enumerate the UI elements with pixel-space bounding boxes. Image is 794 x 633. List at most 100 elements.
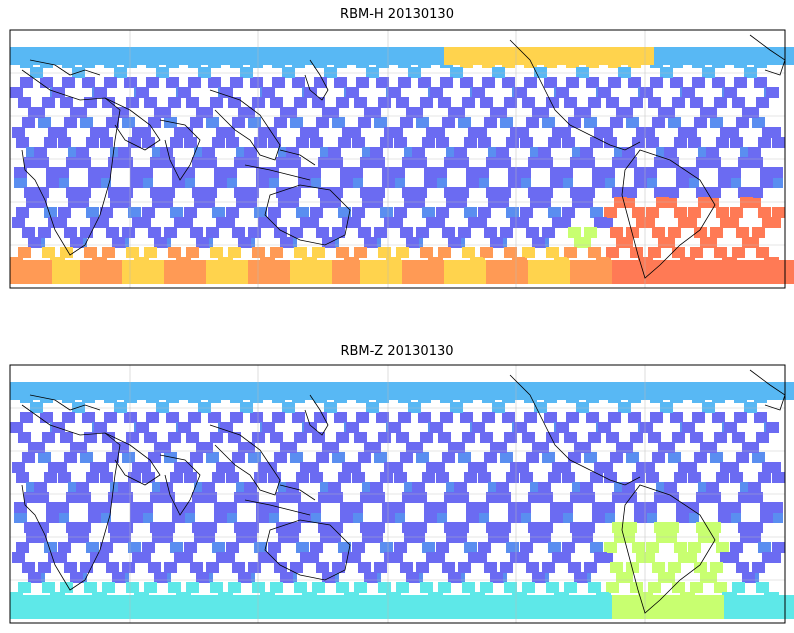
track-segment <box>270 97 283 108</box>
track-band-bottom <box>332 595 346 619</box>
track-segment <box>422 542 435 553</box>
track-segment <box>478 137 491 148</box>
track-segment <box>210 432 223 443</box>
track-segment <box>106 452 119 463</box>
track-segment <box>42 97 55 108</box>
track-segment <box>142 207 155 218</box>
track-segment <box>270 247 283 258</box>
track-segment <box>242 442 255 453</box>
track-segment <box>100 472 113 483</box>
track-segment <box>716 207 729 218</box>
track-segment <box>716 137 729 148</box>
track-segment <box>460 412 473 423</box>
track-band-bottom <box>374 595 388 619</box>
track-segment <box>572 482 585 493</box>
track-segment <box>622 197 635 208</box>
track-band-top <box>374 382 388 400</box>
track-segment <box>436 472 449 483</box>
track-segment <box>686 502 699 513</box>
track-segment <box>574 572 587 583</box>
track-segment <box>488 482 501 493</box>
track-segment <box>58 472 71 483</box>
track-segment <box>766 87 779 98</box>
track-segment <box>590 207 603 218</box>
track-segment <box>410 107 423 118</box>
track-band-top <box>780 47 794 65</box>
track-segment <box>710 227 723 238</box>
track-band-top <box>766 47 780 65</box>
track-band-top <box>682 47 696 65</box>
track-segment <box>674 207 687 218</box>
track-segment <box>162 157 175 168</box>
map-panel-top <box>9 29 794 289</box>
track-band-top <box>388 47 402 65</box>
track-segment <box>652 117 665 128</box>
track-band-bottom <box>570 595 584 619</box>
track-band-top <box>220 47 234 65</box>
track-band-bottom <box>262 595 276 619</box>
track-band-bottom <box>472 260 486 284</box>
track-band-bottom <box>94 595 108 619</box>
track-band-bottom <box>346 595 360 619</box>
track-segment <box>16 207 29 218</box>
track-segment <box>226 137 239 148</box>
track-segment <box>478 207 491 218</box>
track-segment <box>20 412 33 423</box>
track-band-top <box>430 382 444 400</box>
track-segment <box>516 127 529 138</box>
track-segment <box>380 472 393 483</box>
track-segment <box>120 157 133 168</box>
track-segment <box>690 97 703 108</box>
track-band-top <box>416 382 430 400</box>
track-segment <box>600 462 613 473</box>
track-segment <box>634 512 647 523</box>
track-band-bottom <box>388 260 402 284</box>
track-segment <box>68 532 81 543</box>
track-segment <box>588 582 601 593</box>
track-segment <box>548 137 561 148</box>
track-segment <box>360 157 373 168</box>
track-segment <box>626 452 639 463</box>
track-segment <box>268 207 281 218</box>
track-segment <box>22 452 35 463</box>
track-segment <box>432 462 445 473</box>
track-segment <box>356 77 369 88</box>
track-segment <box>160 147 173 158</box>
track-segment <box>634 502 647 513</box>
track-band-top <box>332 382 346 400</box>
track-segment <box>156 67 169 78</box>
track-segment <box>442 452 455 463</box>
track-segment <box>140 167 153 178</box>
track-segment <box>508 167 521 178</box>
track-band-top <box>80 382 94 400</box>
track-band-top <box>52 47 66 65</box>
track-segment <box>592 167 605 178</box>
track-segment <box>188 412 201 423</box>
track-band-top <box>10 382 24 400</box>
track-segment <box>36 492 49 503</box>
track-segment <box>30 402 43 413</box>
track-segment <box>422 137 435 148</box>
track-segment <box>330 187 343 198</box>
track-segment <box>610 562 623 573</box>
track-segment <box>438 247 451 258</box>
track-segment <box>56 167 69 178</box>
track-segment <box>738 492 751 503</box>
track-segment <box>412 147 425 158</box>
track-segment <box>508 512 521 523</box>
track-segment <box>462 247 475 258</box>
track-segment <box>364 237 377 248</box>
track-segment <box>662 107 675 118</box>
track-segment <box>352 542 365 553</box>
track-band-top <box>598 382 612 400</box>
track-segment <box>656 532 669 543</box>
track-segment <box>108 492 121 503</box>
track-segment <box>314 77 327 88</box>
track-segment <box>714 97 727 108</box>
track-segment <box>86 472 99 483</box>
panel-title-bottom: RBM-Z 20130130 <box>340 344 454 359</box>
track-segment <box>76 197 89 208</box>
track-segment <box>182 502 195 513</box>
track-segment <box>432 127 445 138</box>
track-segment <box>336 97 349 108</box>
